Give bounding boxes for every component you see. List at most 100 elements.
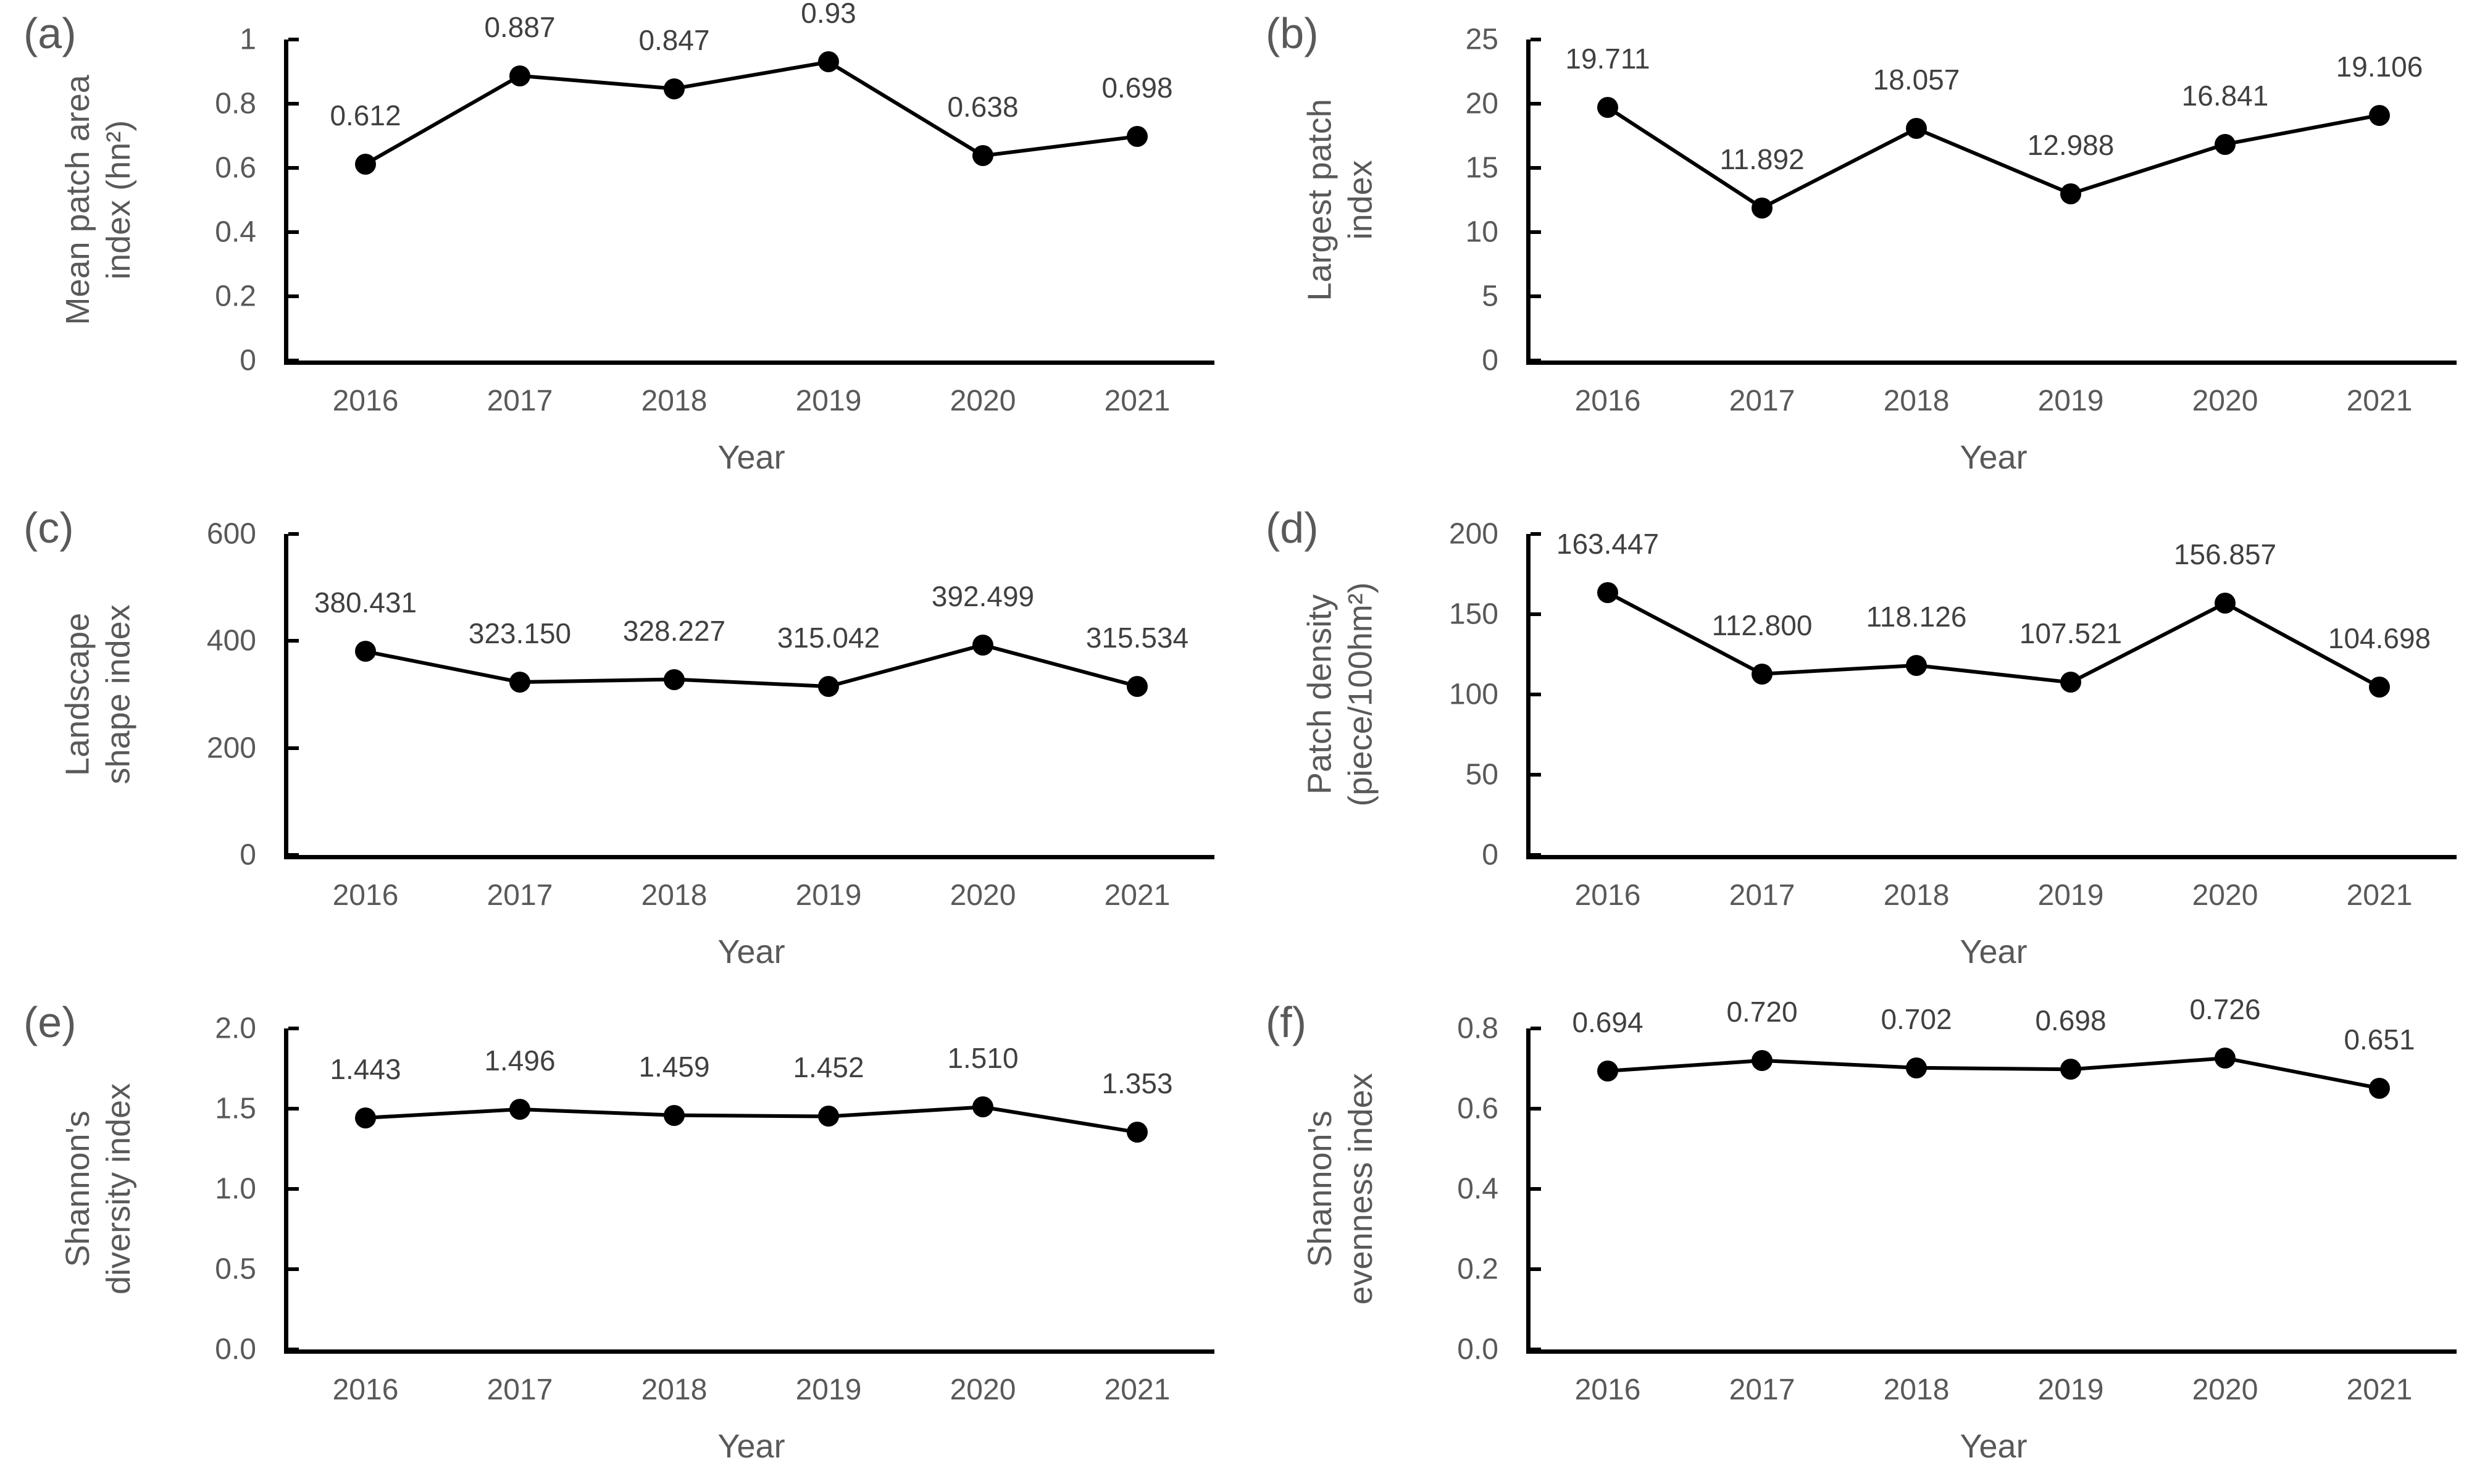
x-tick-label: 2021 [1104, 1374, 1171, 1406]
data-label: 107.521 [2019, 617, 2123, 650]
x-tick-label: 2017 [487, 385, 553, 417]
data-point [509, 671, 530, 693]
x-tick-label: 2019 [2037, 385, 2104, 417]
data-point [509, 65, 530, 86]
y-tick-label: 0 [240, 344, 256, 377]
y-tick-label: 600 [206, 517, 256, 551]
y-tick-mark [288, 102, 299, 106]
x-tick-label: 2016 [1574, 1374, 1641, 1406]
x-axis-title: Year [717, 933, 785, 970]
data-point [972, 634, 993, 656]
y-tick-label: 0.8 [1457, 1012, 1498, 1045]
data-label: 0.847 [638, 23, 710, 56]
y-tick-label: 0.0 [215, 1333, 256, 1366]
y-tick-mark [288, 532, 299, 536]
y-tick-mark [288, 1348, 299, 1351]
y-axis-title-line: shape index [100, 604, 138, 785]
data-point [2369, 104, 2390, 126]
data-point [818, 675, 839, 697]
x-tick-label: 2018 [1883, 385, 1950, 417]
panel-d: (d) Patch density (piece/100hm²) Year 0 50… [1242, 494, 2485, 989]
y-axis-title-line: (piece/100hm²) [1342, 582, 1379, 807]
y-tick-label: 0.2 [215, 280, 256, 313]
panel-letter: (a) [23, 9, 77, 57]
y-tick-label: 400 [206, 624, 256, 657]
data-point [818, 51, 839, 73]
y-tick-mark [1531, 230, 1541, 234]
y-tick-label: 0.2 [1457, 1253, 1498, 1286]
series-line [1608, 107, 2379, 208]
y-axis-title-line: Patch density [1301, 594, 1339, 795]
data-label: 19.106 [2336, 50, 2423, 83]
y-tick-label: 5 [1482, 280, 1498, 313]
data-label: 1.452 [793, 1051, 864, 1084]
y-axis-title: Mean patch area index (hn²) [58, 75, 140, 325]
y-tick-mark [1531, 1267, 1541, 1271]
x-tick-label: 2019 [2037, 1374, 2104, 1406]
x-tick-label: 2016 [1574, 385, 1641, 417]
data-label: 1.510 [947, 1042, 1019, 1075]
x-tick-label: 2021 [1104, 385, 1171, 417]
data-point [2215, 133, 2236, 155]
x-tick-label: 2020 [950, 385, 1016, 417]
y-tick-label: 100 [1448, 678, 1498, 711]
data-point [1127, 126, 1148, 148]
data-point [818, 1106, 839, 1127]
series-line [365, 62, 1137, 164]
data-label: 0.702 [1881, 1003, 1952, 1035]
x-tick-label: 2021 [2346, 879, 2413, 912]
series-line [365, 645, 1137, 686]
y-axis-title: Shannon's evenness index [1300, 1073, 1382, 1304]
data-point [1906, 1057, 1927, 1078]
data-point [1906, 654, 1927, 676]
y-tick-mark [1531, 294, 1541, 298]
panel-letter: (c) [23, 504, 74, 552]
y-axis-title-line: Largest patch [1301, 99, 1339, 301]
x-axis-title: Year [717, 439, 785, 476]
data-point [1597, 582, 1618, 604]
y-tick-label: 0.8 [215, 87, 256, 120]
y-tick-mark [288, 1107, 299, 1111]
data-label: 315.534 [1085, 621, 1189, 654]
data-point [1127, 1122, 1148, 1143]
y-tick-mark [1531, 166, 1541, 170]
y-axis-title-wrap: Mean patch area index (hn²) [12, 40, 185, 361]
data-label: 1.443 [330, 1053, 401, 1085]
y-axis-title-wrap: Patch density (piece/100hm²) [1255, 534, 1427, 855]
data-label: 0.698 [1101, 72, 1173, 104]
y-axis-title-line: index (hn²) [100, 120, 138, 280]
data-point [2369, 676, 2390, 698]
y-tick-label: 0.5 [215, 1253, 256, 1286]
x-tick-label: 2020 [2192, 1374, 2258, 1406]
y-axis-title: Largest patch index [1300, 99, 1382, 301]
x-axis-title: Year [1960, 1428, 2028, 1465]
data-label: 1.353 [1101, 1067, 1173, 1100]
line-series [288, 40, 1214, 361]
y-tick-label: 200 [1448, 517, 1498, 551]
data-label: 0.651 [2344, 1023, 2415, 1056]
y-tick-mark [1531, 773, 1541, 777]
y-tick-label: 200 [206, 732, 256, 765]
data-point [2060, 183, 2081, 204]
y-tick-mark [288, 746, 299, 750]
panel-letter: (d) [1266, 504, 1319, 552]
y-tick-mark [1531, 1027, 1541, 1030]
data-label: 392.499 [931, 580, 1035, 612]
x-tick-label: 2016 [332, 385, 399, 417]
y-tick-mark [1531, 102, 1541, 106]
data-point [2060, 1059, 2081, 1080]
x-tick-label: 2018 [1883, 879, 1950, 912]
x-tick-label: 2017 [1729, 385, 1795, 417]
y-axis-title-line: diversity index [100, 1083, 138, 1295]
y-tick-label: 0.4 [1457, 1172, 1498, 1206]
data-point [1127, 675, 1148, 697]
y-axis-title-line: Shannon's [1301, 1111, 1339, 1267]
y-tick-label: 2.0 [215, 1012, 256, 1045]
y-tick-label: 0 [1482, 838, 1498, 872]
panel-b: (b) Largest patch index Year 0 5 10 15 20 25 20… [1242, 0, 2485, 494]
plot-area: Year 0 5 10 15 20 25 2016 2017 2018 2019 2020 2021 1… [1466, 23, 2457, 476]
y-tick-mark [288, 639, 299, 643]
data-point [664, 669, 685, 690]
data-point [664, 78, 685, 99]
